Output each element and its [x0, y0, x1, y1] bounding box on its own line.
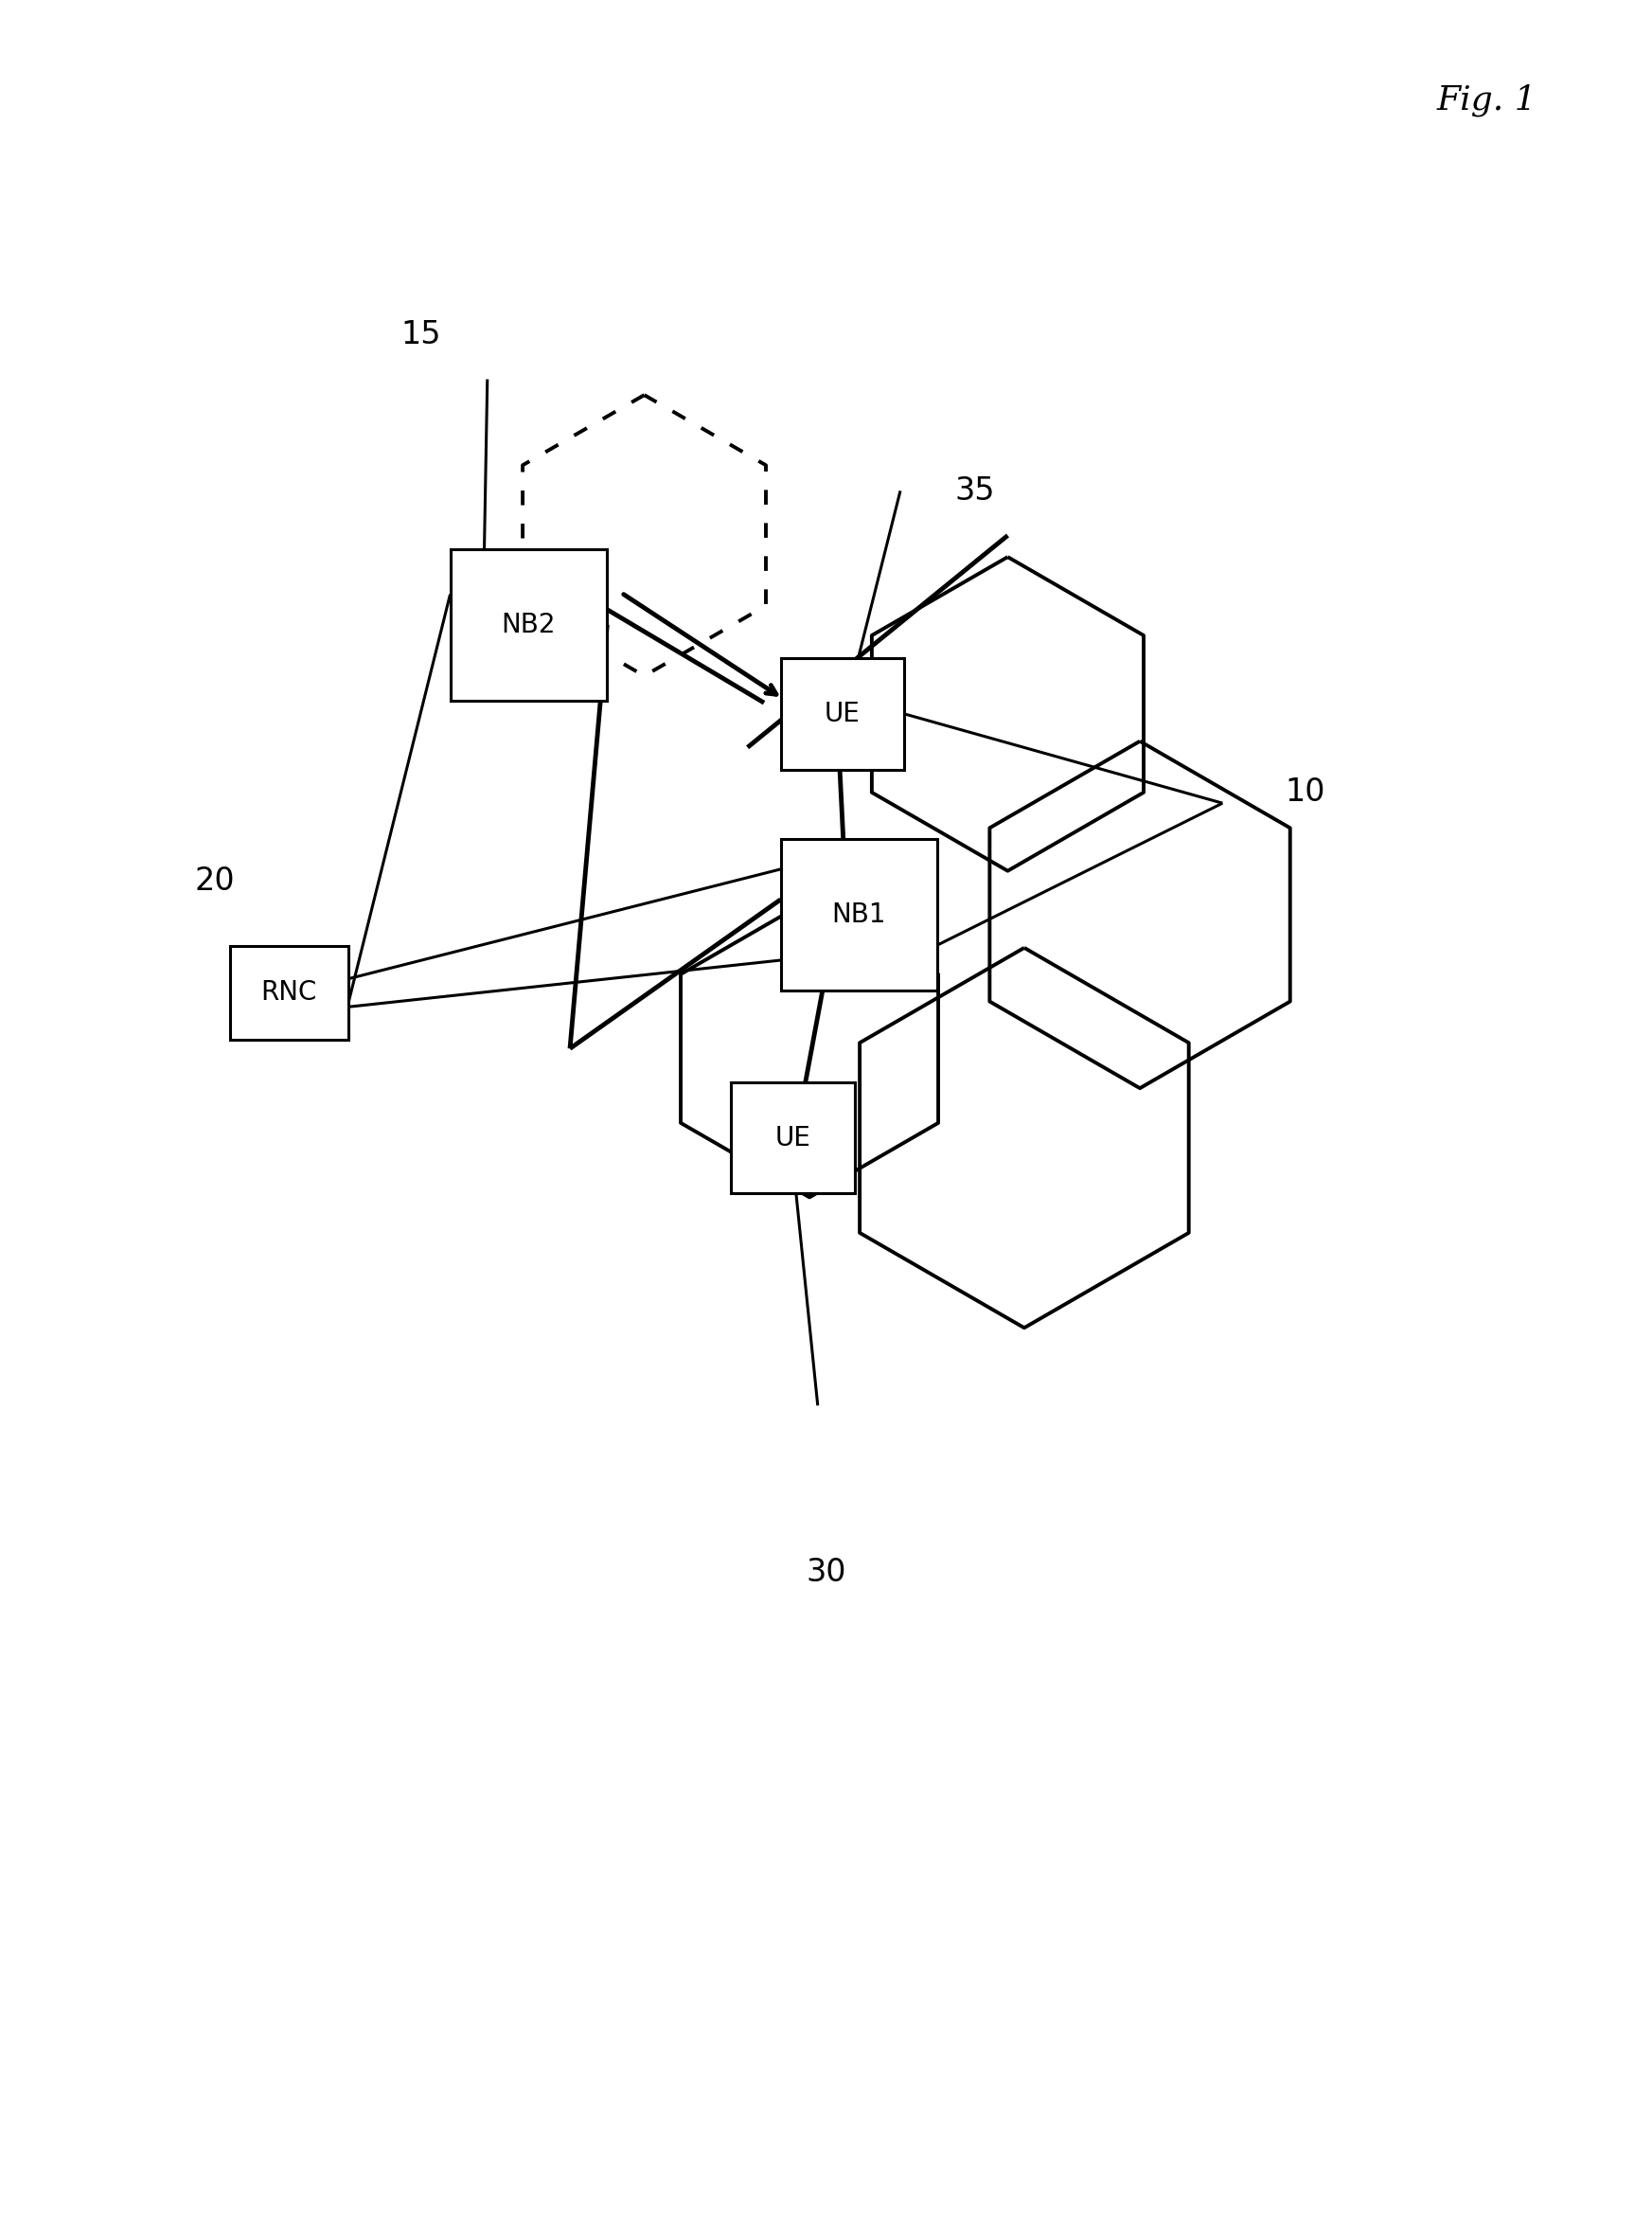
Text: RNC: RNC — [261, 979, 317, 1006]
Text: 20: 20 — [195, 866, 235, 897]
Bar — [780, 658, 904, 770]
Text: 15: 15 — [401, 319, 441, 350]
Bar — [449, 549, 608, 701]
Text: NB2: NB2 — [502, 611, 555, 638]
Bar — [780, 839, 938, 991]
Text: 30: 30 — [806, 1557, 846, 1588]
Text: UE: UE — [824, 701, 861, 727]
Text: UE: UE — [775, 1124, 811, 1151]
Text: 10: 10 — [1285, 776, 1325, 808]
Bar — [730, 1082, 856, 1194]
Text: 35: 35 — [955, 475, 995, 506]
Text: NB1: NB1 — [833, 901, 885, 928]
Bar — [230, 946, 349, 1040]
Text: Fig. 1: Fig. 1 — [1437, 85, 1536, 116]
